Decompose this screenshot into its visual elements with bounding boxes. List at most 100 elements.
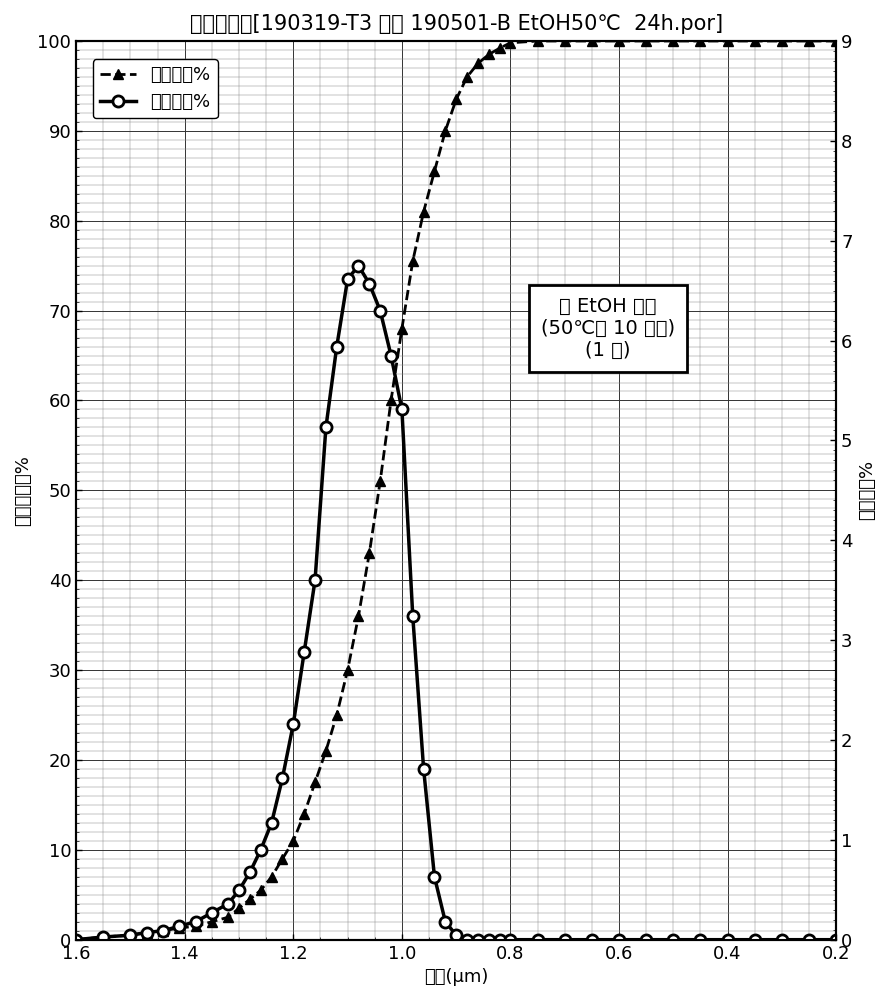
- 累积流量%: [125, 929, 136, 941]
- 差示流量%: [245, 866, 255, 878]
- 累积流量%: [98, 931, 109, 943]
- 累积流量%: [310, 776, 320, 788]
- 差示流量%: [483, 934, 494, 946]
- 累积流量%: [353, 610, 364, 622]
- 累积流量%: [245, 893, 255, 905]
- 差示流量%: [375, 305, 385, 317]
- 差示流量%: [506, 934, 516, 946]
- 差示流量%: [320, 421, 331, 433]
- 差示流量%: [804, 934, 814, 946]
- 差示流量%: [614, 934, 625, 946]
- 差示流量%: [174, 920, 184, 932]
- 累积流量%: [723, 35, 733, 47]
- 差示流量%: [440, 916, 450, 928]
- 累积流量%: [71, 934, 82, 946]
- 差示流量%: [418, 763, 429, 775]
- Legend: 累积流量%, 差示流量%: 累积流量%, 差示流量%: [93, 59, 218, 118]
- X-axis label: 孔径(μm): 孔径(μm): [424, 968, 489, 986]
- 差示流量%: [429, 871, 440, 883]
- 累积流量%: [222, 911, 233, 923]
- 差示流量%: [190, 916, 201, 928]
- 累积流量%: [288, 835, 299, 847]
- 累积流量%: [506, 37, 516, 49]
- 差示流量%: [397, 403, 408, 415]
- 差示流量%: [587, 934, 597, 946]
- 累积流量%: [804, 35, 814, 47]
- 差示流量%: [310, 574, 320, 586]
- 差示流量%: [408, 610, 418, 622]
- 差示流量%: [831, 934, 842, 946]
- 差示流量%: [560, 934, 570, 946]
- 累积流量%: [158, 925, 168, 937]
- 差示流量%: [451, 929, 462, 941]
- 差示流量%: [299, 646, 310, 658]
- 累积流量%: [462, 71, 473, 83]
- 累积流量%: [364, 547, 375, 559]
- 累积流量%: [641, 35, 651, 47]
- 差示流量%: [288, 718, 299, 730]
- 累积流量%: [473, 57, 483, 69]
- 累积流量%: [429, 165, 440, 177]
- 累积流量%: [320, 745, 331, 757]
- 累积流量%: [385, 394, 396, 406]
- 累积流量%: [255, 884, 266, 896]
- 累积流量%: [560, 35, 570, 47]
- 累积流量%: [174, 922, 184, 934]
- 差示流量%: [749, 934, 760, 946]
- 累积流量%: [614, 35, 625, 47]
- 差示流量%: [331, 341, 342, 353]
- 差示流量%: [277, 772, 287, 784]
- 累积流量%: [142, 927, 152, 939]
- 累积流量%: [299, 808, 310, 820]
- 差示流量%: [641, 934, 651, 946]
- 累积流量%: [451, 93, 462, 105]
- 累积流量%: [483, 48, 494, 60]
- 差示流量%: [353, 260, 364, 272]
- 差示流量%: [222, 898, 233, 910]
- Y-axis label: 差示流量%: 差示流量%: [858, 460, 876, 520]
- 累积流量%: [277, 853, 287, 865]
- 差示流量%: [255, 844, 266, 856]
- Line: 差示流量%: 差示流量%: [70, 260, 842, 945]
- 差示流量%: [71, 934, 82, 946]
- 差示流量%: [723, 934, 733, 946]
- Y-axis label: 累积孔流量%: 累积孔流量%: [14, 455, 32, 526]
- 累积流量%: [532, 35, 543, 47]
- 累积流量%: [695, 35, 706, 47]
- 累积流量%: [190, 920, 201, 932]
- 累积流量%: [408, 255, 418, 267]
- 差示流量%: [385, 350, 396, 362]
- 差示流量%: [98, 931, 109, 943]
- 累积流量%: [749, 35, 760, 47]
- 差示流量%: [695, 934, 706, 946]
- 差示流量%: [462, 934, 473, 946]
- 累积流量%: [494, 42, 505, 54]
- 差示流量%: [142, 927, 152, 939]
- 差示流量%: [532, 934, 543, 946]
- 累积流量%: [331, 709, 342, 721]
- Text: 从 EtOH 干燥
(50℃下 10 分钟)
(1 天): 从 EtOH 干燥 (50℃下 10 分钟) (1 天): [541, 297, 676, 360]
- 差示流量%: [266, 817, 277, 829]
- 差示流量%: [668, 934, 679, 946]
- 差示流量%: [234, 884, 245, 896]
- 累积流量%: [831, 35, 842, 47]
- Title: 孔流量分布[190319-T3 实验 190501-B EtOH50℃  24h.por]: 孔流量分布[190319-T3 实验 190501-B EtOH50℃ 24h.…: [190, 14, 723, 34]
- 差示流量%: [494, 934, 505, 946]
- 差示流量%: [473, 934, 483, 946]
- 差示流量%: [777, 934, 788, 946]
- 累积流量%: [777, 35, 788, 47]
- 差示流量%: [364, 278, 375, 290]
- 差示流量%: [158, 925, 168, 937]
- 差示流量%: [206, 907, 217, 919]
- 累积流量%: [397, 323, 408, 335]
- 累积流量%: [234, 902, 245, 914]
- 差示流量%: [343, 273, 353, 285]
- 累积流量%: [587, 35, 597, 47]
- 累积流量%: [375, 475, 385, 487]
- 累积流量%: [266, 871, 277, 883]
- 累积流量%: [418, 206, 429, 218]
- 累积流量%: [668, 35, 679, 47]
- 差示流量%: [125, 929, 136, 941]
- Line: 累积流量%: 累积流量%: [71, 36, 841, 945]
- 累积流量%: [440, 125, 450, 137]
